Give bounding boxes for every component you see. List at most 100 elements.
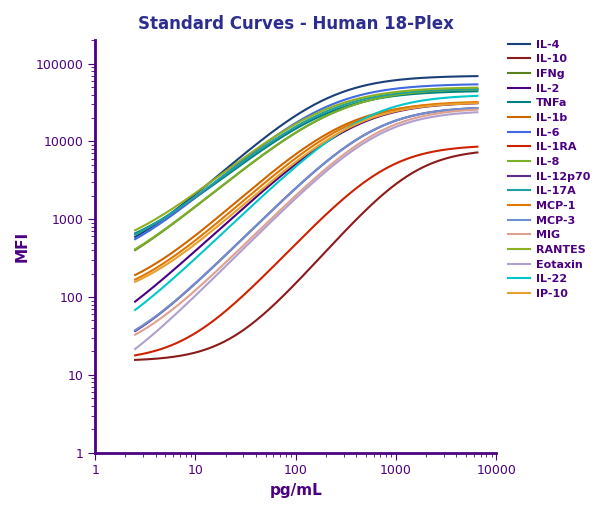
Eotaxin bbox=[223, 263, 230, 269]
Line: IL-17A: IL-17A bbox=[135, 89, 477, 234]
IL-8 bbox=[444, 87, 452, 93]
Line: IP-10: IP-10 bbox=[135, 103, 477, 282]
IL-1b bbox=[444, 101, 452, 107]
Eotaxin bbox=[474, 109, 481, 115]
IL-17A bbox=[223, 171, 230, 177]
IL-4 bbox=[145, 226, 153, 232]
IL-22 bbox=[457, 93, 464, 100]
MCP-3 bbox=[457, 106, 464, 112]
Eotaxin bbox=[457, 110, 464, 116]
IL-17A bbox=[145, 224, 153, 230]
TNFa bbox=[195, 192, 202, 199]
IL-2 bbox=[145, 288, 153, 294]
TNFa bbox=[131, 230, 139, 236]
IFNg bbox=[145, 238, 153, 244]
IL-8 bbox=[152, 232, 159, 239]
IL-1RA bbox=[223, 307, 230, 313]
Line: MIG: MIG bbox=[135, 110, 477, 334]
TNFa bbox=[152, 220, 159, 226]
IL-17A bbox=[474, 86, 481, 92]
Line: TNFa: TNFa bbox=[135, 91, 477, 233]
IP-10 bbox=[145, 272, 153, 278]
IFNg bbox=[223, 180, 230, 186]
IL-17A bbox=[152, 220, 159, 226]
Line: IFNg: IFNg bbox=[135, 89, 477, 250]
IL-1b bbox=[474, 100, 481, 106]
IL-10 bbox=[444, 155, 452, 161]
IL-1RA bbox=[474, 144, 481, 150]
Line: MCP-3: MCP-3 bbox=[135, 108, 477, 330]
MIG bbox=[223, 259, 230, 265]
IL-17A bbox=[195, 191, 202, 197]
IL-2 bbox=[444, 102, 452, 108]
IL-1RA bbox=[444, 146, 452, 152]
IL-1b bbox=[152, 261, 159, 267]
IL-17A bbox=[457, 86, 464, 92]
Line: Eotaxin: Eotaxin bbox=[135, 112, 477, 349]
IL-4 bbox=[474, 73, 481, 79]
MCP-1 bbox=[223, 212, 230, 218]
IL-4 bbox=[131, 234, 139, 240]
IP-10 bbox=[457, 101, 464, 107]
IL-2 bbox=[195, 245, 202, 251]
MCP-3 bbox=[223, 251, 230, 258]
Eotaxin bbox=[145, 335, 153, 341]
MCP-3 bbox=[131, 327, 139, 333]
MCP-1 bbox=[145, 269, 153, 275]
IL-4 bbox=[457, 73, 464, 80]
IFNg bbox=[131, 247, 139, 253]
MIG bbox=[444, 109, 452, 115]
IL-22 bbox=[152, 290, 159, 297]
IL-6 bbox=[223, 170, 230, 176]
RANTES bbox=[444, 85, 452, 91]
Eotaxin bbox=[152, 329, 159, 335]
MCP-1 bbox=[444, 100, 452, 106]
IL-6 bbox=[195, 192, 202, 198]
IL-22 bbox=[195, 252, 202, 259]
IL-22 bbox=[474, 93, 481, 99]
Line: IL-1RA: IL-1RA bbox=[135, 147, 477, 356]
Line: IL-4: IL-4 bbox=[135, 76, 477, 237]
IFNg bbox=[444, 87, 452, 93]
IL-1b bbox=[131, 272, 139, 278]
MCP-1 bbox=[152, 265, 159, 271]
Line: IL-2: IL-2 bbox=[135, 103, 477, 302]
Legend: IL-4, IL-10, IFNg, IL-2, TNFa, IL-1b, IL-6, IL-1RA, IL-8, IL-12p70, IL-17A, MCP-: IL-4, IL-10, IFNg, IL-2, TNFa, IL-1b, IL… bbox=[506, 37, 592, 301]
Line: RANTES: RANTES bbox=[135, 88, 477, 230]
IL-8 bbox=[223, 180, 230, 186]
RANTES bbox=[457, 85, 464, 91]
IL-2 bbox=[131, 299, 139, 305]
IL-10 bbox=[145, 356, 153, 362]
IL-1RA bbox=[131, 352, 139, 359]
IL-4 bbox=[195, 188, 202, 194]
MCP-3 bbox=[474, 105, 481, 111]
MCP-3 bbox=[145, 318, 153, 324]
MIG bbox=[195, 284, 202, 290]
TNFa bbox=[145, 224, 153, 230]
Line: IL-1b: IL-1b bbox=[135, 103, 477, 275]
IL-1b bbox=[195, 230, 202, 236]
MIG bbox=[474, 107, 481, 113]
IL-1b bbox=[145, 265, 153, 271]
Line: IL-10: IL-10 bbox=[135, 152, 477, 360]
X-axis label: pg/mL: pg/mL bbox=[269, 483, 322, 498]
Line: IL-6: IL-6 bbox=[135, 84, 477, 239]
MCP-1 bbox=[474, 99, 481, 105]
IL-22 bbox=[223, 227, 230, 233]
IL-4 bbox=[444, 74, 452, 80]
IL-17A bbox=[131, 231, 139, 238]
IL-12p70 bbox=[195, 277, 202, 283]
Title: Standard Curves - Human 18-Plex: Standard Curves - Human 18-Plex bbox=[138, 15, 454, 33]
RANTES bbox=[131, 227, 139, 233]
IL-10 bbox=[152, 356, 159, 362]
IL-2 bbox=[223, 220, 230, 226]
IL-4 bbox=[223, 166, 230, 172]
IL-17A bbox=[444, 87, 452, 93]
MCP-3 bbox=[444, 107, 452, 113]
RANTES bbox=[223, 168, 230, 174]
RANTES bbox=[474, 85, 481, 91]
TNFa bbox=[223, 172, 230, 179]
IL-10 bbox=[223, 338, 230, 344]
IL-12p70 bbox=[457, 106, 464, 112]
RANTES bbox=[152, 216, 159, 222]
